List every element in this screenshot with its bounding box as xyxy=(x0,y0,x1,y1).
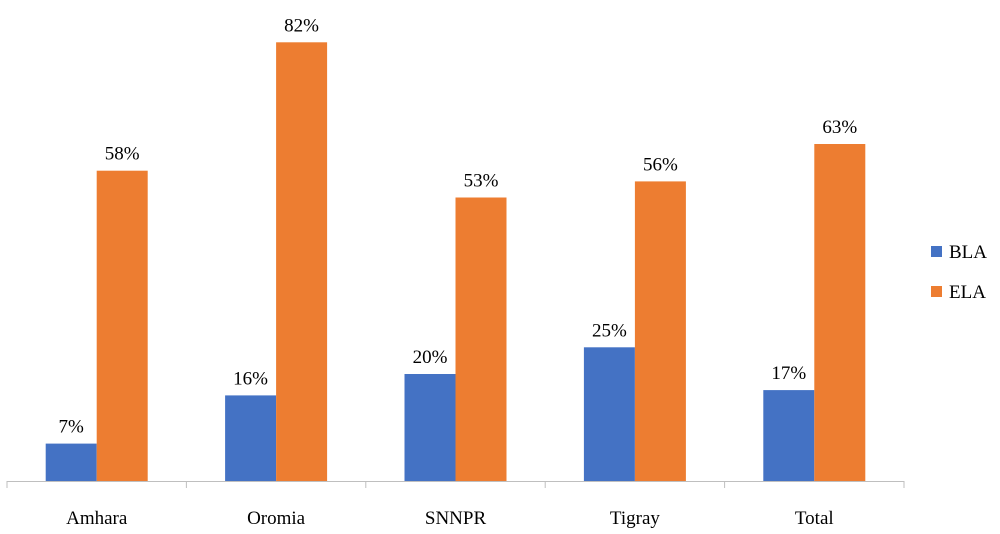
legend-swatch-bla xyxy=(931,246,942,257)
legend: BLA ELA xyxy=(931,242,987,303)
bar-ela-total xyxy=(814,144,866,481)
data-label-ela-oromia: 82% xyxy=(284,15,319,36)
legend-label-bla: BLA xyxy=(949,242,987,263)
category-axis: Amhara Oromia SNNPR Tigray Total xyxy=(6,481,905,529)
data-label-ela-total: 63% xyxy=(822,117,857,138)
bar-ela-oromia xyxy=(276,42,328,482)
data-label-bla-snnpr: 20% xyxy=(413,347,448,368)
category-tick-label: Oromia xyxy=(247,508,306,529)
data-label-ela-tigray: 56% xyxy=(643,154,678,175)
legend-label-ela: ELA xyxy=(949,282,986,303)
bar-ela-tigray xyxy=(634,181,686,481)
bar-ela-snnpr xyxy=(455,197,507,481)
bar-bla-total xyxy=(763,390,815,481)
data-label-ela-snnpr: 53% xyxy=(464,171,499,192)
bar-bla-oromia xyxy=(225,395,277,481)
category-tick-label: SNNPR xyxy=(425,508,487,529)
bar-bla-amhara xyxy=(45,443,97,481)
bars-group xyxy=(45,42,866,482)
bar-bla-tigray xyxy=(583,347,635,482)
category-tick-label: Total xyxy=(795,508,834,529)
bar-ela-amhara xyxy=(96,170,148,481)
data-label-ela-amhara: 58% xyxy=(105,144,140,165)
bar-bla-snnpr xyxy=(404,374,456,481)
data-label-bla-tigray: 25% xyxy=(592,320,627,341)
data-labels-group: 7% 58% 16% 82% 20% 53% 25% 56% 17% 63% xyxy=(59,15,858,437)
category-tick-label: Tigray xyxy=(610,508,660,529)
data-label-bla-total: 17% xyxy=(771,363,806,384)
data-label-bla-amhara: 7% xyxy=(59,417,85,438)
legend-swatch-ela xyxy=(931,286,942,297)
category-tick-label: Amhara xyxy=(66,508,128,529)
data-label-bla-oromia: 16% xyxy=(233,368,268,389)
